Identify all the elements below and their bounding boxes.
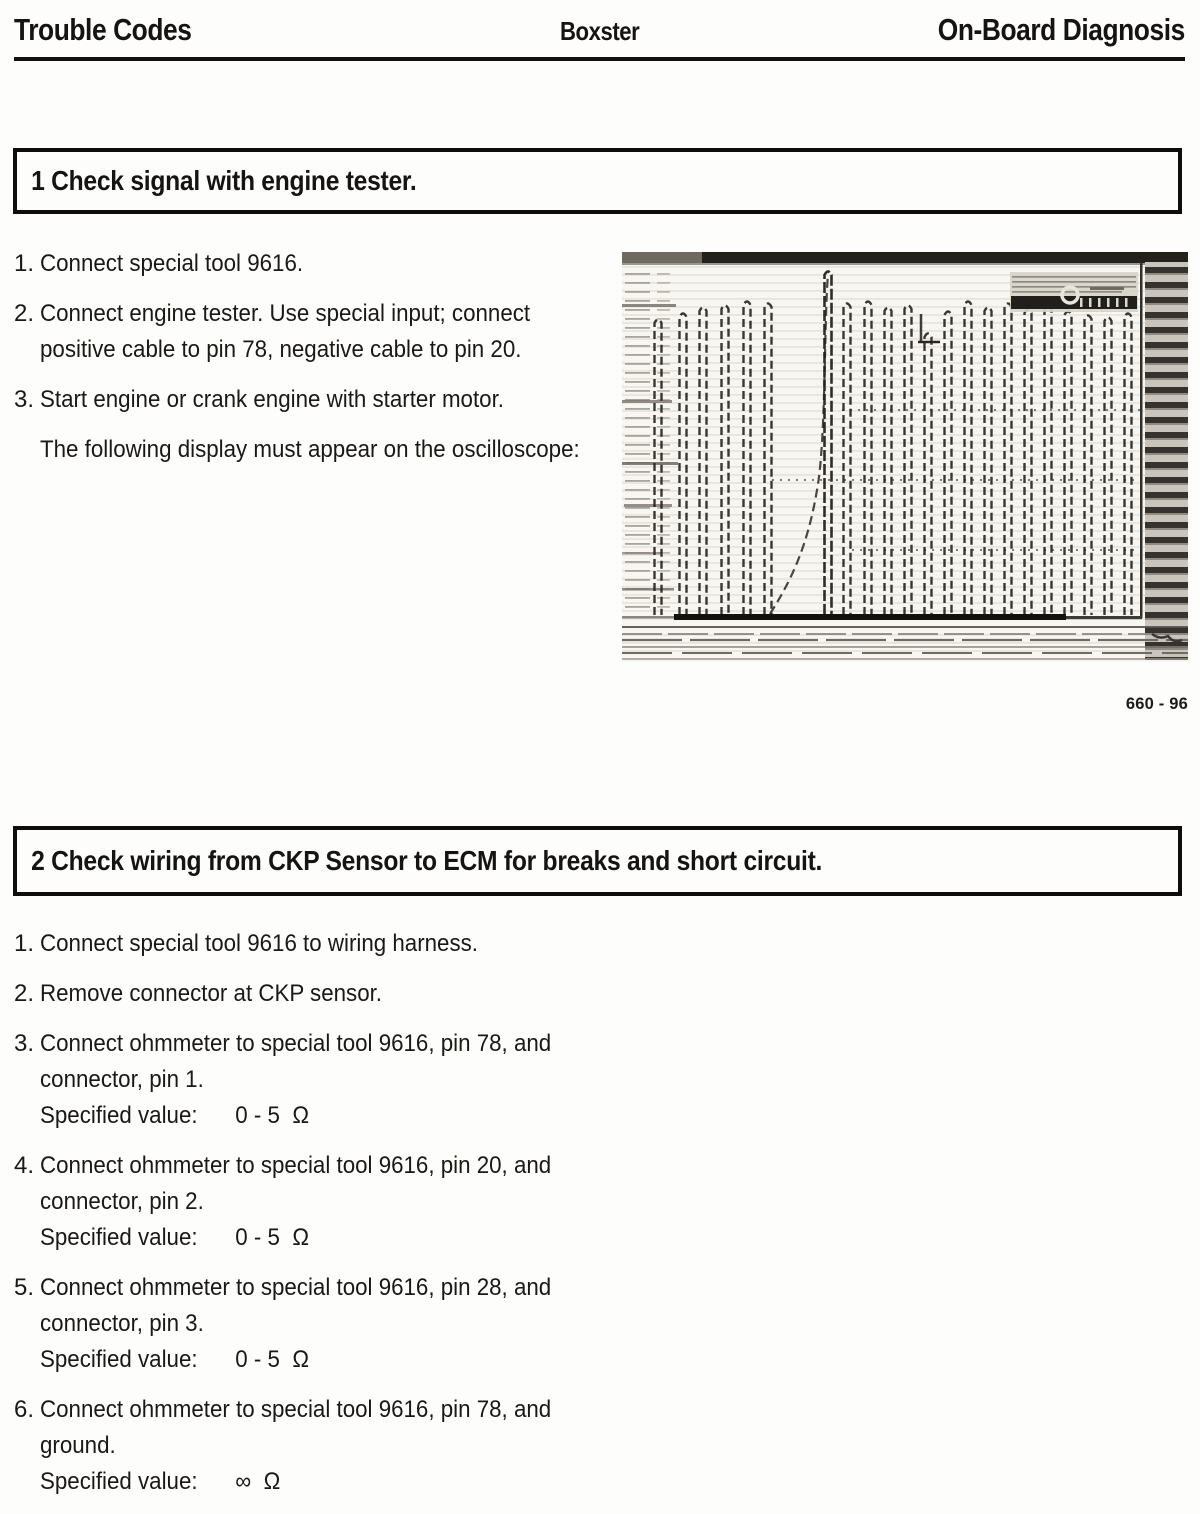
spec-value: 0 - 5 Ω — [235, 1346, 310, 1373]
section1-steps: 1. Connect special tool 9616. 2. Connect… — [14, 246, 614, 482]
step-number: 2. — [14, 980, 35, 1007]
spec-label: Specified value: — [40, 1224, 198, 1251]
step-text: Connect ohmmeter to special tool 9616, p… — [40, 1152, 552, 1179]
list-item: 1. Connect special tool 9616 to wiring h… — [14, 926, 634, 962]
step-number: 6. — [14, 1396, 35, 1423]
spec-label: Specified value: — [40, 1346, 198, 1373]
list-item: 3. Connect ohmmeter to special tool 9616… — [14, 1026, 634, 1134]
specified-value-row: Specified value: ∞ Ω — [40, 1464, 551, 1500]
oscilloscope-waveform — [622, 252, 1188, 662]
header-rule — [14, 57, 1185, 61]
header-right-title: On-Board Diagnosis — [937, 12, 1186, 47]
section1-title: 1 Check signal with engine tester. — [31, 165, 417, 196]
list-item: 5. Connect ohmmeter to special tool 9616… — [14, 1270, 634, 1378]
step-number: 2. — [14, 300, 35, 327]
step-text: ground. — [40, 1432, 116, 1459]
list-item: 3. Start engine or crank engine with sta… — [14, 382, 614, 418]
step-number: 1. — [14, 930, 35, 957]
step-text: Connect engine tester. Use special input… — [40, 300, 531, 327]
step-text: Connect special tool 9616. — [40, 250, 304, 277]
section2-title: 2 Check wiring from CKP Sensor to ECM fo… — [31, 845, 823, 876]
spec-value: ∞ Ω — [235, 1468, 281, 1495]
step-number: 4. — [14, 1152, 35, 1179]
spec-label: Specified value: — [40, 1102, 198, 1129]
note-text: The following display must appear on the… — [40, 436, 580, 463]
section1-title-box: 1 Check signal with engine tester. — [13, 148, 1182, 214]
step-number: 3. — [14, 1030, 35, 1057]
step-text: Connect ohmmeter to special tool 9616, p… — [40, 1396, 552, 1423]
spec-value: 0 - 5 Ω — [235, 1224, 310, 1251]
step-number: 1. — [14, 250, 35, 277]
scope-label-box — [1010, 272, 1138, 312]
list-item: 6. Connect ohmmeter to special tool 9616… — [14, 1392, 634, 1500]
list-item: 4. Connect ohmmeter to special tool 9616… — [14, 1148, 634, 1256]
step-text: connector, pin 1. — [40, 1066, 204, 1093]
note-line: The following display must appear on the… — [14, 432, 614, 468]
figure-caption: 660 - 96 — [1125, 695, 1188, 713]
step-text: Start engine or crank engine with starte… — [40, 386, 504, 413]
specified-value-row: Specified value: 0 - 5 Ω — [40, 1220, 551, 1256]
list-item: 2. Remove connector at CKP sensor. — [14, 976, 634, 1012]
step-text: positive cable to pin 78, negative cable… — [40, 336, 522, 363]
oscilloscope-figure: 660 - 96 — [622, 252, 1188, 714]
spec-label: Specified value: — [40, 1468, 198, 1495]
step-number: 5. — [14, 1274, 35, 1301]
header-left-title: Trouble Codes — [14, 12, 192, 47]
section2-title-box: 2 Check wiring from CKP Sensor to ECM fo… — [13, 826, 1182, 896]
list-item: 2. Connect engine tester. Use special in… — [14, 296, 614, 368]
step-text: Remove connector at CKP sensor. — [40, 980, 383, 1007]
spec-value: 0 - 5 Ω — [235, 1102, 310, 1129]
step-text: Connect special tool 9616 to wiring harn… — [40, 930, 478, 957]
page-header: Trouble Codes Boxster On-Board Diagnosis — [14, 12, 1185, 48]
specified-value-row: Specified value: 0 - 5 Ω — [40, 1098, 551, 1134]
header-center-title: Boxster — [559, 16, 640, 46]
specified-value-row: Specified value: 0 - 5 Ω — [40, 1342, 551, 1378]
step-number: 3. — [14, 386, 35, 413]
step-text: Connect ohmmeter to special tool 9616, p… — [40, 1030, 552, 1057]
list-item: 1. Connect special tool 9616. — [14, 246, 614, 282]
section2-steps: 1. Connect special tool 9616 to wiring h… — [14, 926, 634, 1514]
step-text: connector, pin 3. — [40, 1310, 204, 1337]
step-number — [14, 432, 40, 468]
step-text: Connect ohmmeter to special tool 9616, p… — [40, 1274, 552, 1301]
step-text: connector, pin 2. — [40, 1188, 204, 1215]
